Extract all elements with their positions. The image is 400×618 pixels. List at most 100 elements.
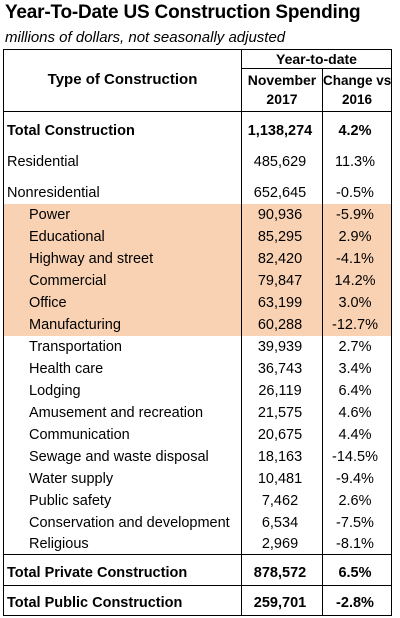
row-value: 36,743	[257, 361, 303, 377]
table-row: Lodging 26,119 6.4%	[4, 380, 391, 402]
page-subtitle: millions of dollars, not seasonally adju…	[5, 29, 286, 46]
row-label: Total Construction	[7, 123, 135, 139]
type-of-construction-header: Type of Construction	[47, 71, 198, 88]
table-row: Commercial 79,847 14.2%	[4, 270, 391, 292]
row-value: 878,572	[253, 565, 307, 581]
row-change: 3.0%	[338, 295, 372, 311]
table-row: Total Private Construction 878,572 6.5%	[4, 562, 391, 584]
row-label: Total Public Construction	[7, 595, 183, 611]
row-value: 82,420	[257, 251, 303, 267]
row-label: Nonresidential	[7, 185, 100, 201]
row-change: 3.4%	[338, 361, 372, 377]
header-line: November	[247, 72, 317, 88]
row-value: 63,199	[257, 295, 303, 311]
divider	[4, 554, 391, 555]
row-change: -9.4%	[336, 471, 374, 487]
row-value: 39,939	[257, 339, 303, 355]
year-to-date-header: Year-to-date	[276, 51, 357, 67]
table-row: Manufacturing 60,288 -12.7%	[4, 314, 391, 336]
table-row: Transportation 39,939 2.7%	[4, 336, 391, 358]
divider	[241, 68, 391, 69]
change-vs-2016-header: Change vs 2016	[323, 71, 391, 109]
row-label: Communication	[29, 427, 130, 443]
row-value: 60,288	[257, 317, 303, 333]
table-row: Total Construction 1,138,274 4.2%	[4, 120, 391, 142]
row-label: Residential	[7, 154, 79, 170]
table-row: Public safety 7,462 2.6%	[4, 490, 391, 512]
row-value: 652,645	[253, 185, 307, 201]
divider	[322, 68, 323, 615]
row-value: 10,481	[257, 471, 303, 487]
row-label: Educational	[29, 229, 105, 245]
row-change: -2.8%	[336, 595, 374, 611]
page-title: Year-To-Date US Construction Spending	[5, 2, 361, 23]
row-value: 79,847	[257, 273, 303, 289]
row-label: Power	[29, 207, 71, 223]
header-line: 2016	[341, 92, 373, 107]
row-value: 259,701	[253, 595, 307, 611]
spending-table: Year-to-date Type of Construction Novemb…	[3, 49, 392, 616]
row-change: 11.3%	[334, 154, 376, 170]
table-row: Communication 20,675 4.4%	[4, 424, 391, 446]
row-label: Religious	[29, 536, 89, 552]
row-label: Highway and street	[29, 251, 154, 267]
row-change: 6.4%	[338, 383, 372, 399]
row-change: 2.9%	[338, 229, 372, 245]
row-label: Water supply	[29, 471, 114, 487]
row-label: Amusement and recreation	[29, 405, 204, 421]
row-value: 90,936	[257, 207, 303, 223]
table-row: Educational 85,295 2.9%	[4, 226, 391, 248]
table-row: Amusement and recreation 21,575 4.6%	[4, 402, 391, 424]
divider	[4, 585, 391, 586]
table-row: Conservation and development 6,534 -7.5%	[4, 512, 391, 534]
row-value: 18,163	[257, 449, 303, 465]
row-label: Office	[29, 295, 67, 311]
row-value: 6,534	[261, 515, 299, 531]
row-label: Public safety	[29, 493, 112, 509]
row-change: -4.1%	[336, 251, 374, 267]
table-row: Total Public Construction 259,701 -2.8%	[4, 592, 391, 614]
row-change: 6.5%	[338, 565, 372, 581]
row-change: 2.6%	[338, 493, 372, 509]
row-change: -5.9%	[336, 207, 374, 223]
row-value: 26,119	[258, 383, 302, 399]
row-label: Manufacturing	[29, 317, 121, 333]
row-value: 20,675	[257, 427, 303, 443]
header-line: 2017	[266, 91, 298, 107]
row-value: 21,575	[257, 405, 303, 421]
row-change: 4.6%	[338, 405, 372, 421]
row-change: 2.7%	[338, 339, 372, 355]
november-2017-header: November 2017	[242, 71, 322, 109]
row-change: -0.5%	[336, 185, 374, 201]
table-row: Health care 36,743 3.4%	[4, 358, 391, 380]
table-row: Religious 2,969 -8.1%	[4, 533, 391, 555]
table-row: Sewage and waste disposal 18,163 -14.5%	[4, 446, 391, 468]
row-value: 485,629	[253, 154, 307, 170]
row-label: Health care	[29, 361, 104, 377]
divider	[4, 111, 391, 112]
row-value: 7,462	[261, 493, 299, 509]
divider	[241, 50, 242, 615]
row-change: -12.7%	[332, 317, 378, 333]
row-label: Transportation	[29, 339, 122, 355]
row-label: Conservation and development	[29, 515, 230, 531]
row-label: Total Private Construction	[7, 565, 188, 581]
row-label: Commercial	[29, 273, 107, 289]
table-row: Nonresidential 652,645 -0.5%	[4, 182, 391, 204]
row-value: 1,138,274	[247, 123, 313, 139]
row-label: Lodging	[29, 383, 81, 399]
row-label: Sewage and waste disposal	[29, 449, 209, 465]
table-row: Highway and street 82,420 -4.1%	[4, 248, 391, 270]
table-row: Power 90,936 -5.9%	[4, 204, 391, 226]
row-change: -14.5%	[332, 449, 378, 465]
row-value: 2,969	[261, 536, 299, 552]
header-line: Change vs	[323, 73, 392, 88]
row-change: 4.2%	[338, 123, 372, 139]
table-row: Water supply 10,481 -9.4%	[4, 468, 391, 490]
highlight-band	[4, 204, 391, 336]
row-change: -8.1%	[336, 536, 374, 552]
row-value: 85,295	[257, 229, 303, 245]
row-change: 14.2%	[334, 273, 376, 289]
row-change: 4.4%	[338, 427, 372, 443]
table-row: Residential 485,629 11.3%	[4, 151, 391, 173]
